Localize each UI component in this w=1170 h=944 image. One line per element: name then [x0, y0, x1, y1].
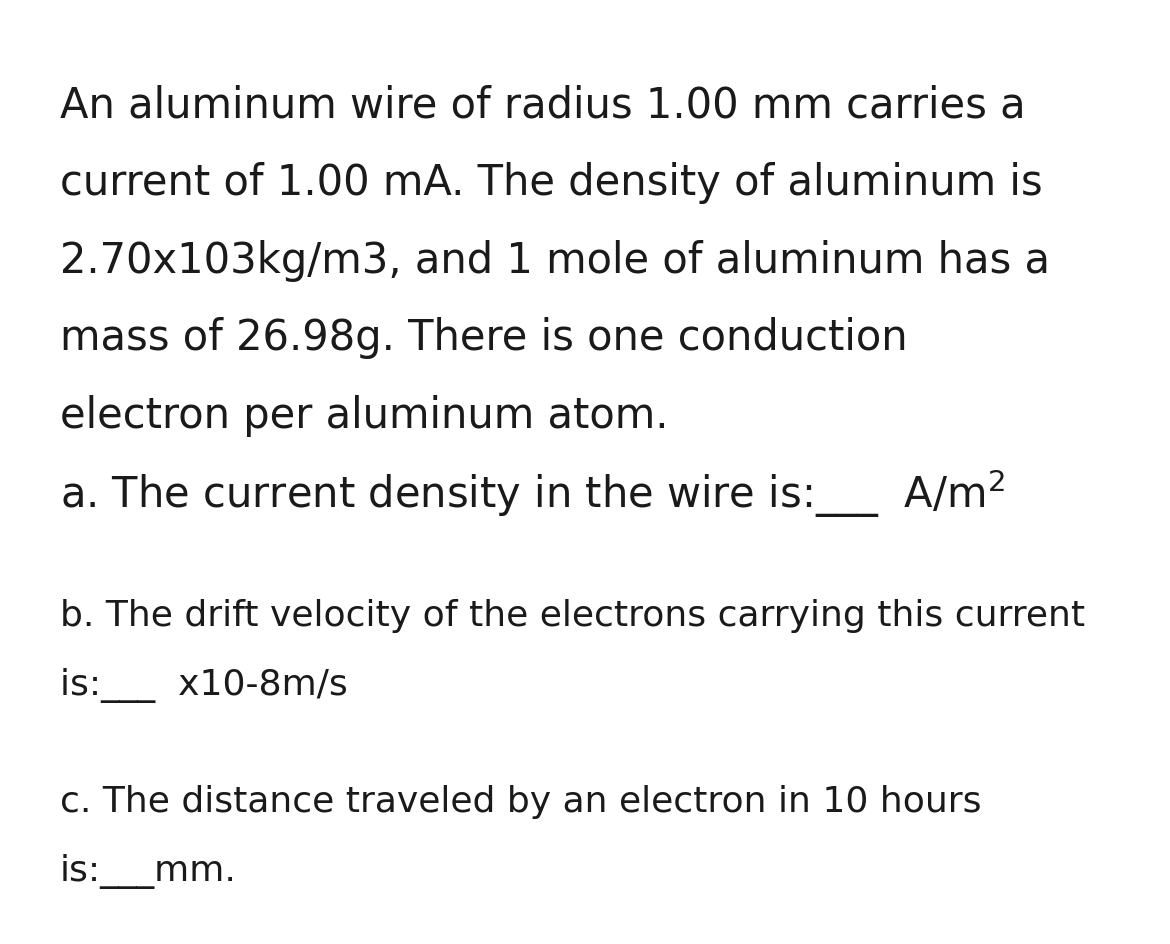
- Text: mass of 26.98g. There is one conduction: mass of 26.98g. There is one conduction: [60, 317, 908, 359]
- Text: is:___  x10-8m/s: is:___ x10-8m/s: [60, 668, 347, 703]
- Text: is:___mm.: is:___mm.: [60, 854, 236, 889]
- Text: c. The distance traveled by an electron in 10 hours: c. The distance traveled by an electron …: [60, 785, 982, 819]
- Text: An aluminum wire of radius 1.00 mm carries a: An aluminum wire of radius 1.00 mm carri…: [60, 85, 1025, 126]
- Text: electron per aluminum atom.: electron per aluminum atom.: [60, 395, 668, 436]
- Text: b. The drift velocity of the electrons carrying this current: b. The drift velocity of the electrons c…: [60, 599, 1085, 633]
- Text: 2.70x103kg/m3, and 1 mole of aluminum has a: 2.70x103kg/m3, and 1 mole of aluminum ha…: [60, 240, 1049, 281]
- Text: current of 1.00 mA. The density of aluminum is: current of 1.00 mA. The density of alumi…: [60, 162, 1042, 204]
- Text: a. The current density in the wire is:___  A/m$^2$: a. The current density in the wire is:__…: [60, 467, 1005, 520]
